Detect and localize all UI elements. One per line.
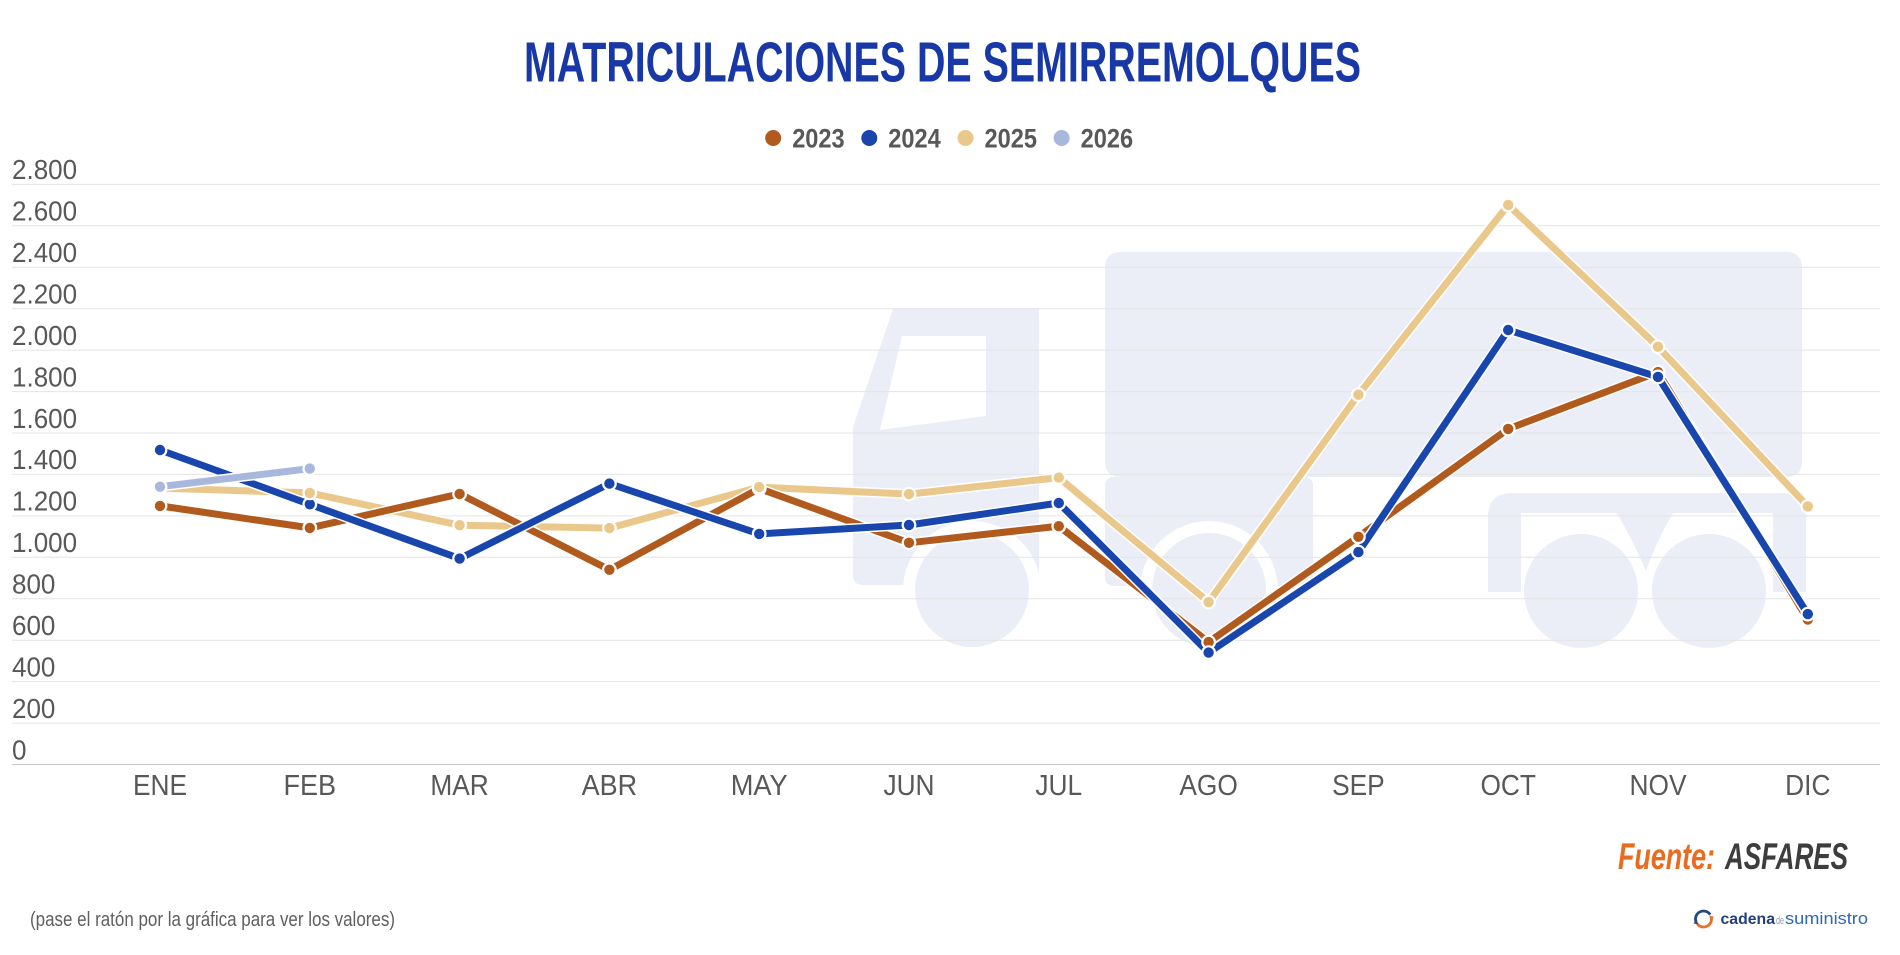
svg-text:Fuente:: Fuente: <box>1618 836 1715 877</box>
svg-text:suministro: suministro <box>1785 909 1868 928</box>
svg-text:1.000: 1.000 <box>12 527 77 558</box>
svg-text:1.800: 1.800 <box>12 361 77 392</box>
svg-text:JUN: JUN <box>883 770 934 802</box>
svg-text:2026: 2026 <box>1081 124 1134 154</box>
svg-text:1.400: 1.400 <box>12 444 77 475</box>
svg-text:2024: 2024 <box>888 124 941 154</box>
svg-text:2.800: 2.800 <box>12 154 77 185</box>
svg-text:400: 400 <box>12 651 55 682</box>
svg-text:cadena: cadena <box>1721 911 1776 928</box>
svg-text:MATRICULACIONES DE SEMIRREMOLQ: MATRICULACIONES DE SEMIRREMOLQUES <box>524 30 1361 94</box>
svg-text:ENE: ENE <box>133 770 187 802</box>
svg-text:FEB: FEB <box>284 770 337 802</box>
svg-text:MAY: MAY <box>731 770 788 802</box>
svg-text:1.600: 1.600 <box>12 403 77 434</box>
svg-text:NOV: NOV <box>1630 770 1687 802</box>
svg-text:2023: 2023 <box>792 124 845 154</box>
svg-text:2025: 2025 <box>985 124 1038 154</box>
svg-text:AGO: AGO <box>1179 770 1238 802</box>
svg-text:ABR: ABR <box>582 770 638 802</box>
svg-text:de: de <box>1776 915 1784 927</box>
svg-text:2.600: 2.600 <box>12 196 77 227</box>
svg-text:OCT: OCT <box>1480 770 1536 802</box>
svg-text:ASFARES: ASFARES <box>1724 836 1848 877</box>
svg-text:2.000: 2.000 <box>12 320 77 351</box>
svg-text:600: 600 <box>12 610 55 641</box>
svg-text:2.200: 2.200 <box>12 279 77 310</box>
svg-text:0: 0 <box>12 734 27 765</box>
svg-text:1.200: 1.200 <box>12 486 77 517</box>
svg-text:200: 200 <box>12 693 55 724</box>
svg-text:MAR: MAR <box>430 770 488 802</box>
svg-text:SEP: SEP <box>1332 770 1385 802</box>
svg-text:(pase el ratón por la gráfica: (pase el ratón por la gráfica para ver l… <box>30 909 395 931</box>
svg-text:2.400: 2.400 <box>12 237 77 268</box>
svg-text:DIC: DIC <box>1785 770 1830 802</box>
svg-text:JUL: JUL <box>1035 770 1082 802</box>
svg-text:800: 800 <box>12 569 55 600</box>
